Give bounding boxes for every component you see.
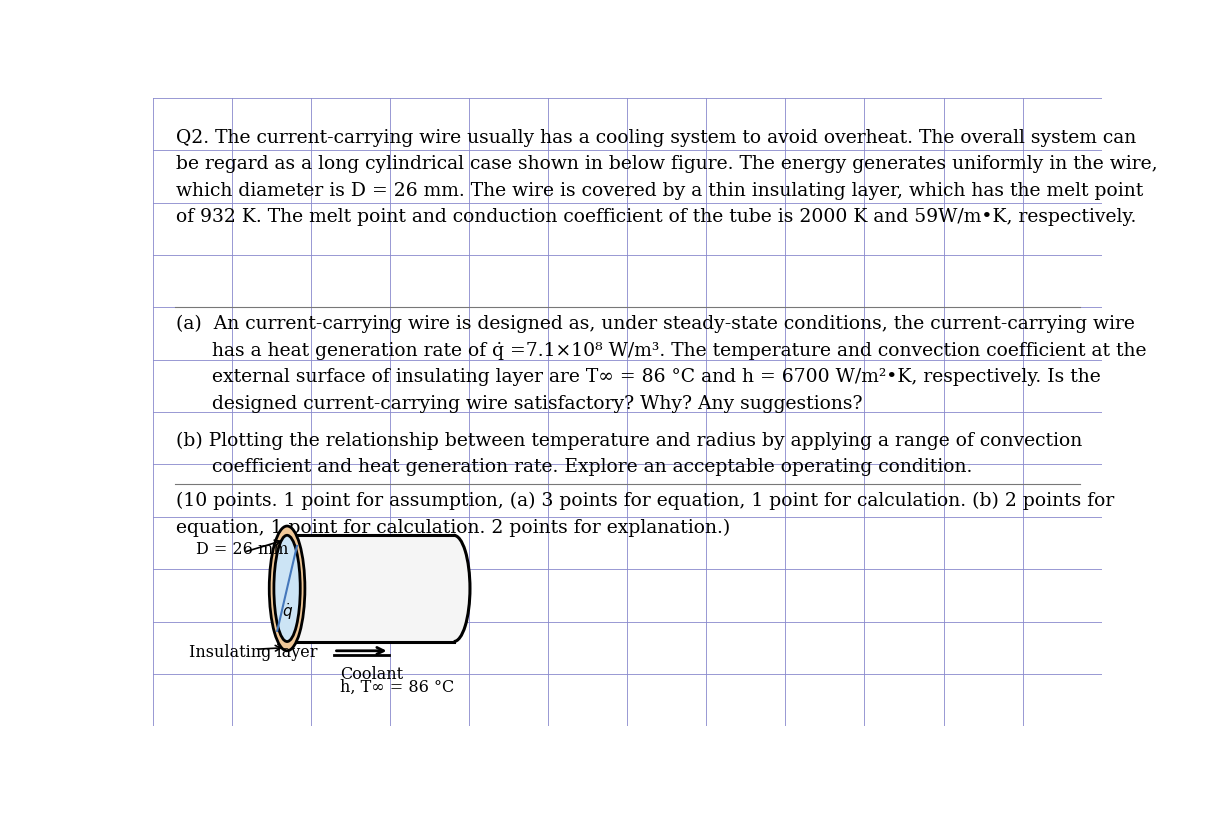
FancyBboxPatch shape bbox=[288, 535, 454, 641]
Text: Q2. The current-carrying wire usually has a cooling system to avoid overheat. Th: Q2. The current-carrying wire usually ha… bbox=[176, 129, 1158, 226]
Text: Insulating layer: Insulating layer bbox=[190, 644, 318, 661]
Text: Coolant: Coolant bbox=[340, 666, 403, 683]
Text: (a)  An current-carrying wire is designed as, under steady-state conditions, the: (a) An current-carrying wire is designed… bbox=[176, 315, 1147, 413]
Ellipse shape bbox=[437, 535, 470, 641]
Ellipse shape bbox=[274, 535, 300, 641]
Text: (10 points. 1 point for assumption, (a) 3 points for equation, 1 point for calcu: (10 points. 1 point for assumption, (a) … bbox=[176, 492, 1115, 537]
Text: $\dot{q}$: $\dot{q}$ bbox=[283, 601, 294, 623]
Text: D = 26 mm: D = 26 mm bbox=[196, 541, 288, 557]
Text: (b) Plotting the relationship between temperature and radius by applying a range: (b) Plotting the relationship between te… bbox=[176, 432, 1082, 476]
Text: h, T∞ = 86 °C: h, T∞ = 86 °C bbox=[340, 679, 454, 696]
Ellipse shape bbox=[269, 526, 305, 651]
